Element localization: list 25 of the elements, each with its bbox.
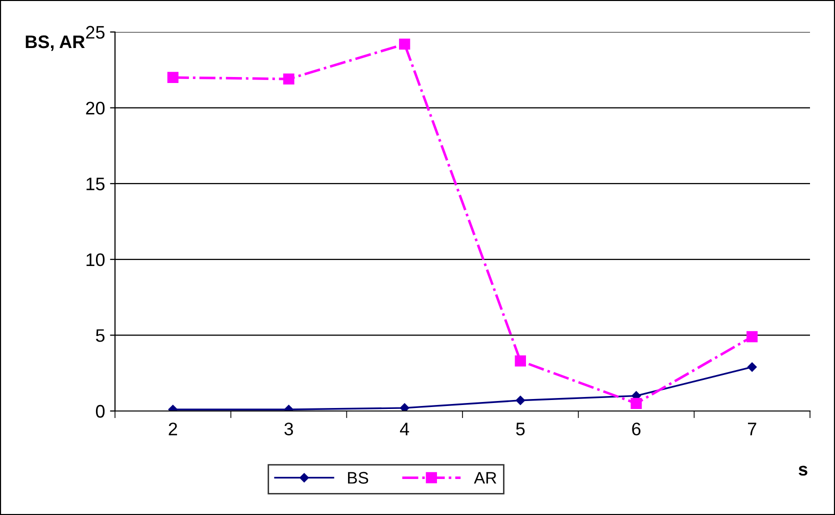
point	[167, 72, 178, 84]
y-tick-label: 20	[86, 102, 105, 115]
y-tick-label: 0	[96, 404, 105, 418]
y-axis-title: BS, AR	[26, 35, 85, 51]
point	[516, 396, 526, 406]
y-tick-label: 15	[86, 178, 105, 190]
point	[399, 38, 410, 50]
point	[400, 403, 410, 411]
x-tick-label: 7	[748, 422, 756, 436]
legend-label: BS	[348, 472, 368, 484]
point	[514, 355, 526, 367]
y-tick-label: 5	[96, 329, 105, 342]
point	[746, 331, 758, 342]
x-tick-label: 6	[632, 422, 640, 436]
point	[630, 398, 642, 409]
point	[747, 362, 757, 372]
point	[283, 73, 294, 85]
y-tick-label: 25	[86, 26, 105, 39]
x-tick-label: 3	[284, 422, 293, 436]
x-tick-label: 5	[516, 422, 525, 436]
x-tick-label: 4	[400, 422, 410, 436]
x-axis-title: s	[798, 466, 808, 476]
y-tick-label: 10	[86, 253, 105, 266]
x-tick-label: 2	[168, 422, 178, 436]
legend-label: AR	[474, 472, 496, 484]
